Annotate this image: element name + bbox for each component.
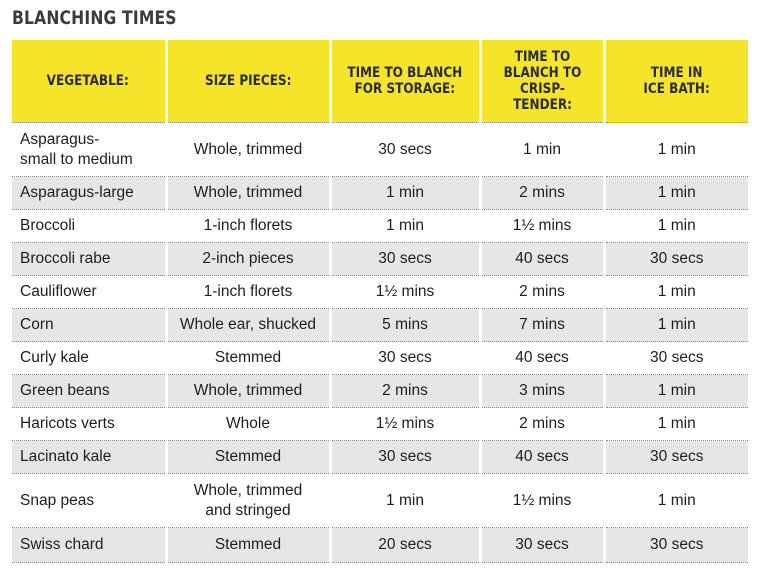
column-header-size-pieces: SIZE PIECES: — [164, 40, 330, 123]
crisp-tender-time-cell: 3 mins — [478, 374, 604, 408]
size-pieces-cell: Whole, trimmed and stringed — [164, 473, 330, 528]
vegetable-cell: Swiss chard — [12, 527, 166, 563]
crisp-tender-time-cell: 7 mins — [478, 308, 604, 342]
table-row: Snap peas Whole, trimmed and stringed 1 … — [12, 473, 748, 528]
ice-bath-time-cell: 1 min — [602, 122, 748, 177]
storage-time-cell: 30 secs — [328, 341, 480, 375]
ice-bath-time-cell: 1 min — [602, 209, 748, 243]
ice-bath-time-cell: 30 secs — [602, 341, 748, 375]
table-header-row: VEGETABLE: SIZE PIECES: TIME TO BLANCH F… — [12, 40, 748, 123]
vegetable-cell: Green beans — [12, 374, 166, 408]
storage-time-cell: 1 min — [328, 209, 480, 243]
size-pieces-cell: Whole — [164, 407, 330, 441]
storage-time-cell: 30 secs — [328, 242, 480, 276]
size-pieces-cell: Stemmed — [164, 440, 330, 474]
table-row: Cauliflower 1-inch florets 1½ mins 2 min… — [12, 275, 748, 309]
storage-time-cell: 2 mins — [328, 374, 480, 408]
crisp-tender-time-cell: 30 secs — [478, 527, 604, 563]
blanching-times-table: VEGETABLE: SIZE PIECES: TIME TO BLANCH F… — [12, 40, 748, 563]
vegetable-cell: Broccoli rabe — [12, 242, 166, 276]
vegetable-cell: Corn — [12, 308, 166, 342]
ice-bath-time-cell: 1 min — [602, 308, 748, 342]
vegetable-cell: Asparagus- small to medium — [12, 122, 166, 177]
ice-bath-time-cell: 1 min — [602, 176, 748, 210]
column-header-time-storage: TIME TO BLANCH FOR STORAGE: — [328, 40, 480, 123]
size-pieces-cell: 2-inch pieces — [164, 242, 330, 276]
vegetable-cell: Asparagus-large — [12, 176, 166, 210]
storage-time-cell: 1½ mins — [328, 407, 480, 441]
ice-bath-time-cell: 1 min — [602, 275, 748, 309]
crisp-tender-time-cell: 1½ mins — [478, 209, 604, 243]
size-pieces-cell: Stemmed — [164, 341, 330, 375]
column-header-time-crisp-tender: TIME TO BLANCH TO CRISP-TENDER: — [478, 40, 604, 123]
vegetable-cell: Cauliflower — [12, 275, 166, 309]
page-title: BLANCHING TIMES — [12, 7, 177, 29]
table-row: Broccoli 1-inch florets 1 min 1½ mins 1 … — [12, 209, 748, 243]
size-pieces-cell: Whole, trimmed — [164, 176, 330, 210]
storage-time-cell: 1½ mins — [328, 275, 480, 309]
vegetable-cell: Lacinato kale — [12, 440, 166, 474]
storage-time-cell: 30 secs — [328, 440, 480, 474]
size-pieces-cell: Whole, trimmed — [164, 122, 330, 177]
size-pieces-cell: Stemmed — [164, 527, 330, 563]
storage-time-cell: 1 min — [328, 176, 480, 210]
storage-time-cell: 30 secs — [328, 122, 480, 177]
ice-bath-time-cell: 1 min — [602, 407, 748, 441]
table-row: Broccoli rabe 2-inch pieces 30 secs 40 s… — [12, 242, 748, 276]
storage-time-cell: 20 secs — [328, 527, 480, 563]
vegetable-cell: Snap peas — [12, 473, 166, 528]
crisp-tender-time-cell: 2 mins — [478, 407, 604, 441]
vegetable-cell: Broccoli — [12, 209, 166, 243]
table-row: Green beans Whole, trimmed 2 mins 3 mins… — [12, 374, 748, 408]
table-row: Lacinato kale Stemmed 30 secs 40 secs 30… — [12, 440, 748, 474]
crisp-tender-time-cell: 1 min — [478, 122, 604, 177]
column-header-time-ice-bath: TIME IN ICE BATH: — [602, 40, 748, 123]
size-pieces-cell: Whole ear, shucked — [164, 308, 330, 342]
table-row: Corn Whole ear, shucked 5 mins 7 mins 1 … — [12, 308, 748, 342]
storage-time-cell: 5 mins — [328, 308, 480, 342]
size-pieces-cell: 1-inch florets — [164, 209, 330, 243]
vegetable-cell: Curly kale — [12, 341, 166, 375]
crisp-tender-time-cell: 2 mins — [478, 275, 604, 309]
crisp-tender-time-cell: 40 secs — [478, 341, 604, 375]
ice-bath-time-cell: 1 min — [602, 374, 748, 408]
table-row: Swiss chard Stemmed 20 secs 30 secs 30 s… — [12, 527, 748, 563]
vegetable-cell: Haricots verts — [12, 407, 166, 441]
size-pieces-cell: Whole, trimmed — [164, 374, 330, 408]
ice-bath-time-cell: 1 min — [602, 473, 748, 528]
table-row: Curly kale Stemmed 30 secs 40 secs 30 se… — [12, 341, 748, 375]
crisp-tender-time-cell: 40 secs — [478, 440, 604, 474]
column-header-vegetable: VEGETABLE: — [12, 40, 166, 123]
crisp-tender-time-cell: 40 secs — [478, 242, 604, 276]
table-row: Asparagus-large Whole, trimmed 1 min 2 m… — [12, 176, 748, 210]
storage-time-cell: 1 min — [328, 473, 480, 528]
size-pieces-cell: 1-inch florets — [164, 275, 330, 309]
crisp-tender-time-cell: 1½ mins — [478, 473, 604, 528]
ice-bath-time-cell: 30 secs — [602, 242, 748, 276]
crisp-tender-time-cell: 2 mins — [478, 176, 604, 210]
ice-bath-time-cell: 30 secs — [602, 440, 748, 474]
table-row: Haricots verts Whole 1½ mins 2 mins 1 mi… — [12, 407, 748, 441]
table-row: Asparagus- small to medium Whole, trimme… — [12, 122, 748, 177]
ice-bath-time-cell: 30 secs — [602, 527, 748, 563]
